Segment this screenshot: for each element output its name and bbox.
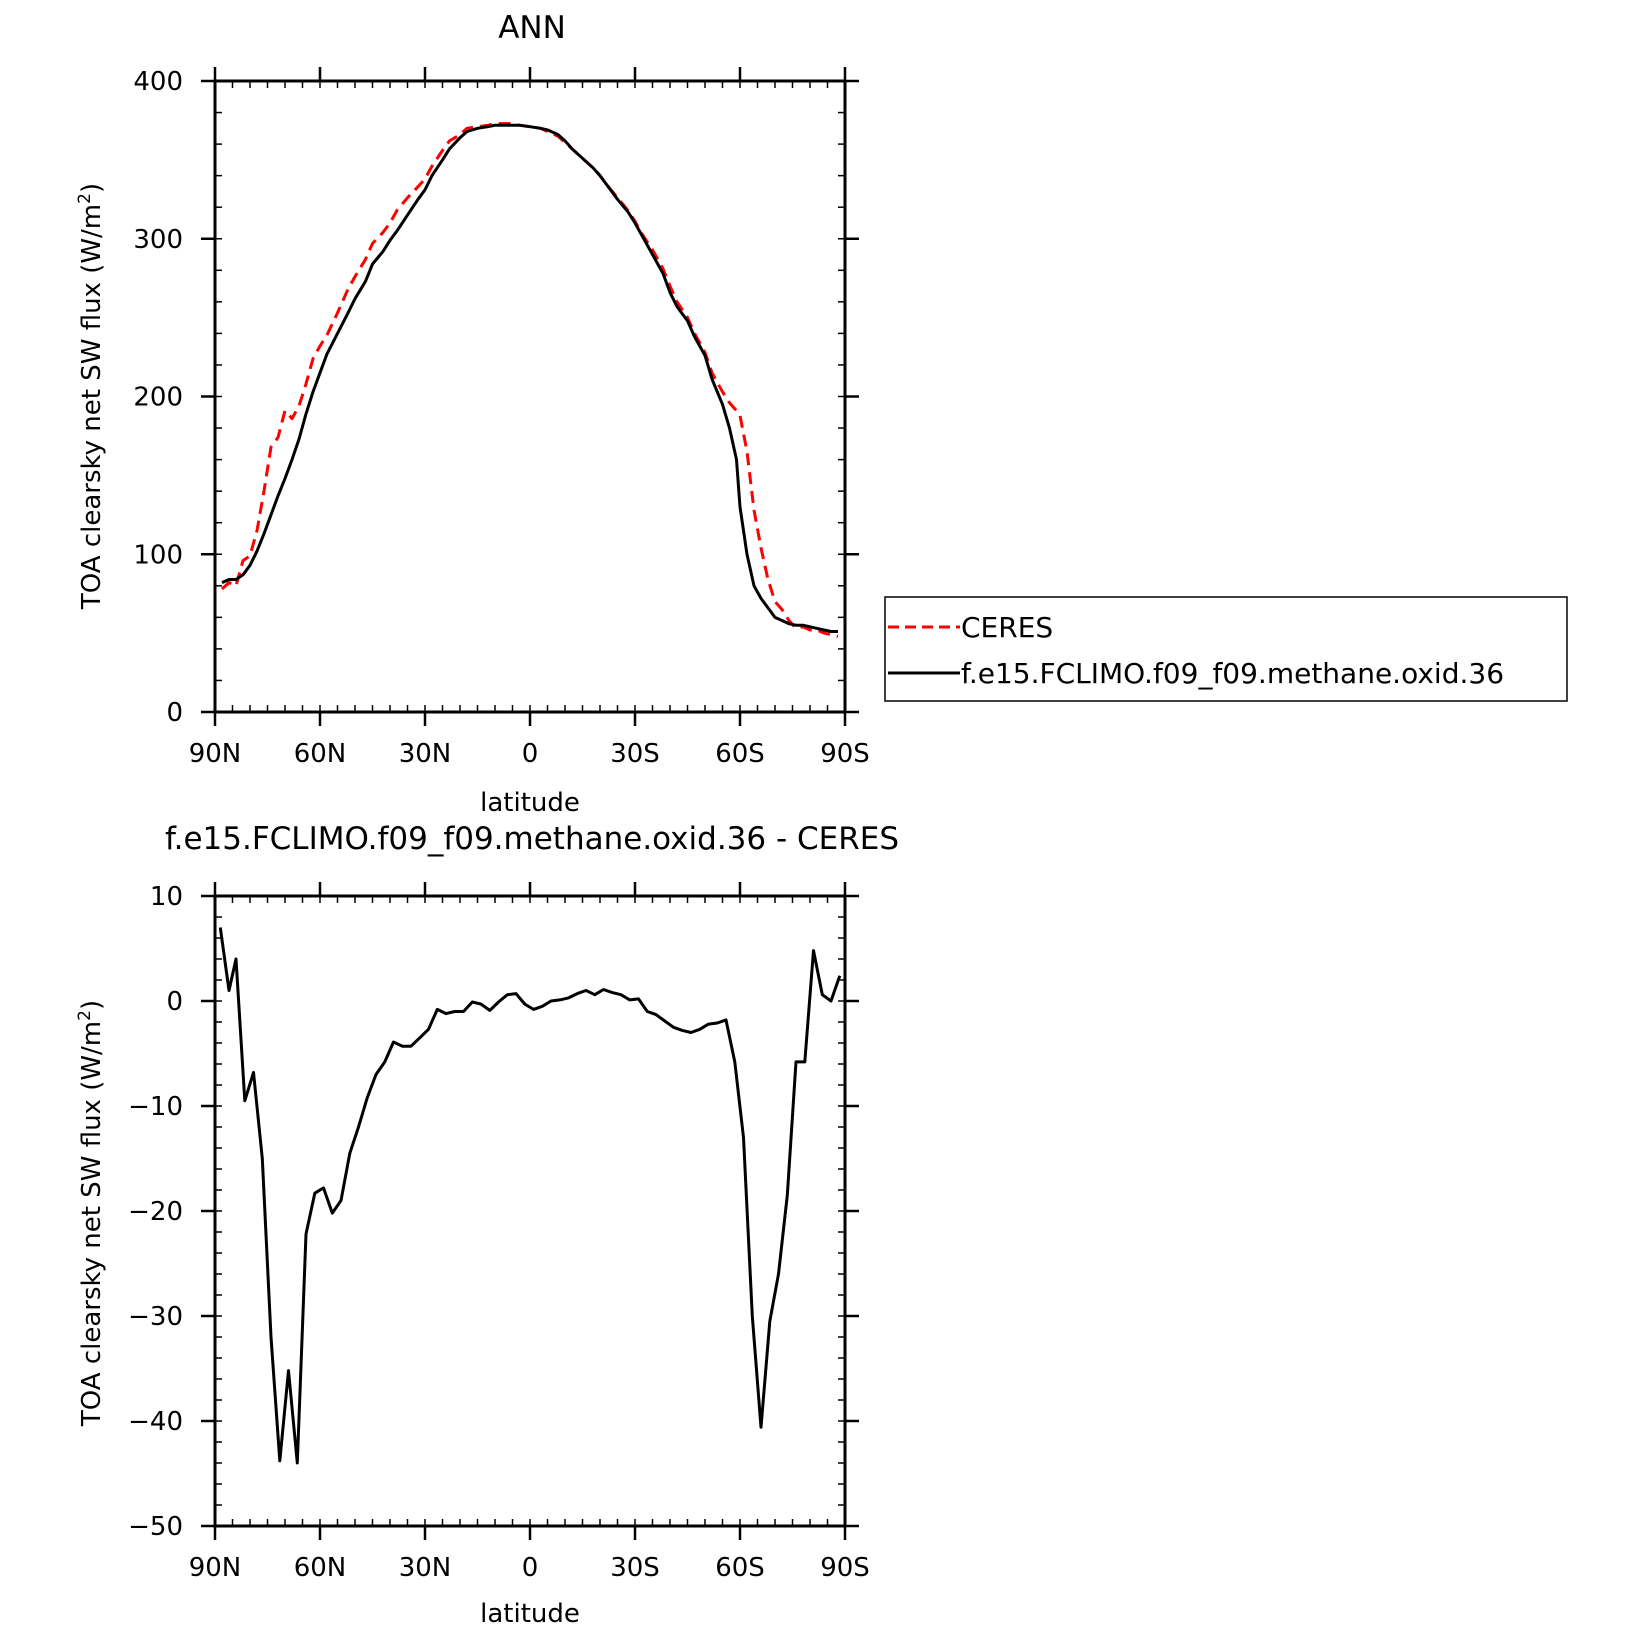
top-model-line	[221, 123, 838, 633]
top-x-tick-label: 90S	[820, 739, 870, 769]
top-ceres-line	[220, 122, 839, 638]
bottom-y-tick-label: −40	[128, 1407, 183, 1437]
bottom-plot-frame	[213, 894, 847, 1528]
bottom-x-tick-label: 30N	[399, 1553, 452, 1583]
top-y-tick-label: 200	[133, 383, 183, 413]
bottom-x-tick-label: 60S	[715, 1553, 765, 1583]
bottom-panel-title: f.e15.FCLIMO.f09_f09.methane.oxid.36 - C…	[165, 821, 899, 857]
top-plot-frame	[213, 79, 847, 714]
bottom-y-tick-label: −30	[128, 1302, 183, 1332]
bottom-x-tick-label: 0	[522, 1553, 539, 1583]
bottom-x-tick-label: 90S	[820, 1553, 870, 1583]
bottom-x-tick-label: 30S	[610, 1553, 660, 1583]
bottom-difference-line	[218, 927, 842, 1465]
top-x-tick-label: 30S	[610, 739, 660, 769]
top-x-tick-label: 0	[522, 739, 539, 769]
bottom-series	[218, 927, 842, 1465]
bottom-y-tick-label: −10	[128, 1092, 183, 1122]
top-panel-title: ANN	[498, 10, 566, 46]
bottom-y-tick-label: 10	[150, 882, 183, 912]
top-x-tick-label: 90N	[189, 739, 242, 769]
top-y-tick-label: 100	[133, 540, 183, 570]
top-ticks: 90N 60N 30N 0 30S 60S 90S 0 100 200 300 400	[133, 67, 870, 769]
legend-model-label: f.e15.FCLIMO.f09_f09.methane.oxid.36	[961, 657, 1504, 690]
top-y-axis-label: TOA clearsky net SW flux (W/m2)	[75, 183, 107, 610]
bottom-y-tick-label: −50	[128, 1512, 183, 1542]
top-panel: ANN 90N 60N 30N 0 30S 60S 90S 0 100 200 300 400 lat…	[75, 10, 870, 818]
bottom-x-tick-label: 90N	[189, 1553, 242, 1583]
bottom-ticks: 90N 60N 30N 0 30S 60S 90S −50 −40 −30 −20 −10 0 10	[128, 882, 870, 1583]
top-x-tick-label: 60S	[715, 739, 765, 769]
top-series	[220, 122, 839, 638]
legend-ceres-label: CERES	[961, 611, 1053, 644]
top-x-tick-label: 30N	[399, 739, 452, 769]
top-y-tick-label: 300	[133, 225, 183, 255]
bottom-y-axis-label: TOA clearsky net SW flux (W/m2)	[75, 1000, 107, 1427]
bottom-y-tick-label: −20	[128, 1197, 183, 1227]
legend: CERES f.e15.FCLIMO.f09_f09.methane.oxid.…	[884, 596, 1568, 702]
top-y-tick-label: 400	[133, 67, 183, 97]
bottom-y-tick-label: 0	[166, 987, 183, 1017]
bottom-x-tick-label: 60N	[294, 1553, 347, 1583]
legend-box	[884, 596, 1568, 702]
top-x-tick-label: 60N	[294, 739, 347, 769]
top-y-tick-label: 0	[166, 698, 183, 728]
bottom-panel: f.e15.FCLIMO.f09_f09.methane.oxid.36 - C…	[75, 821, 899, 1629]
bottom-x-axis-label: latitude	[480, 1599, 580, 1629]
top-x-axis-label: latitude	[480, 788, 580, 818]
